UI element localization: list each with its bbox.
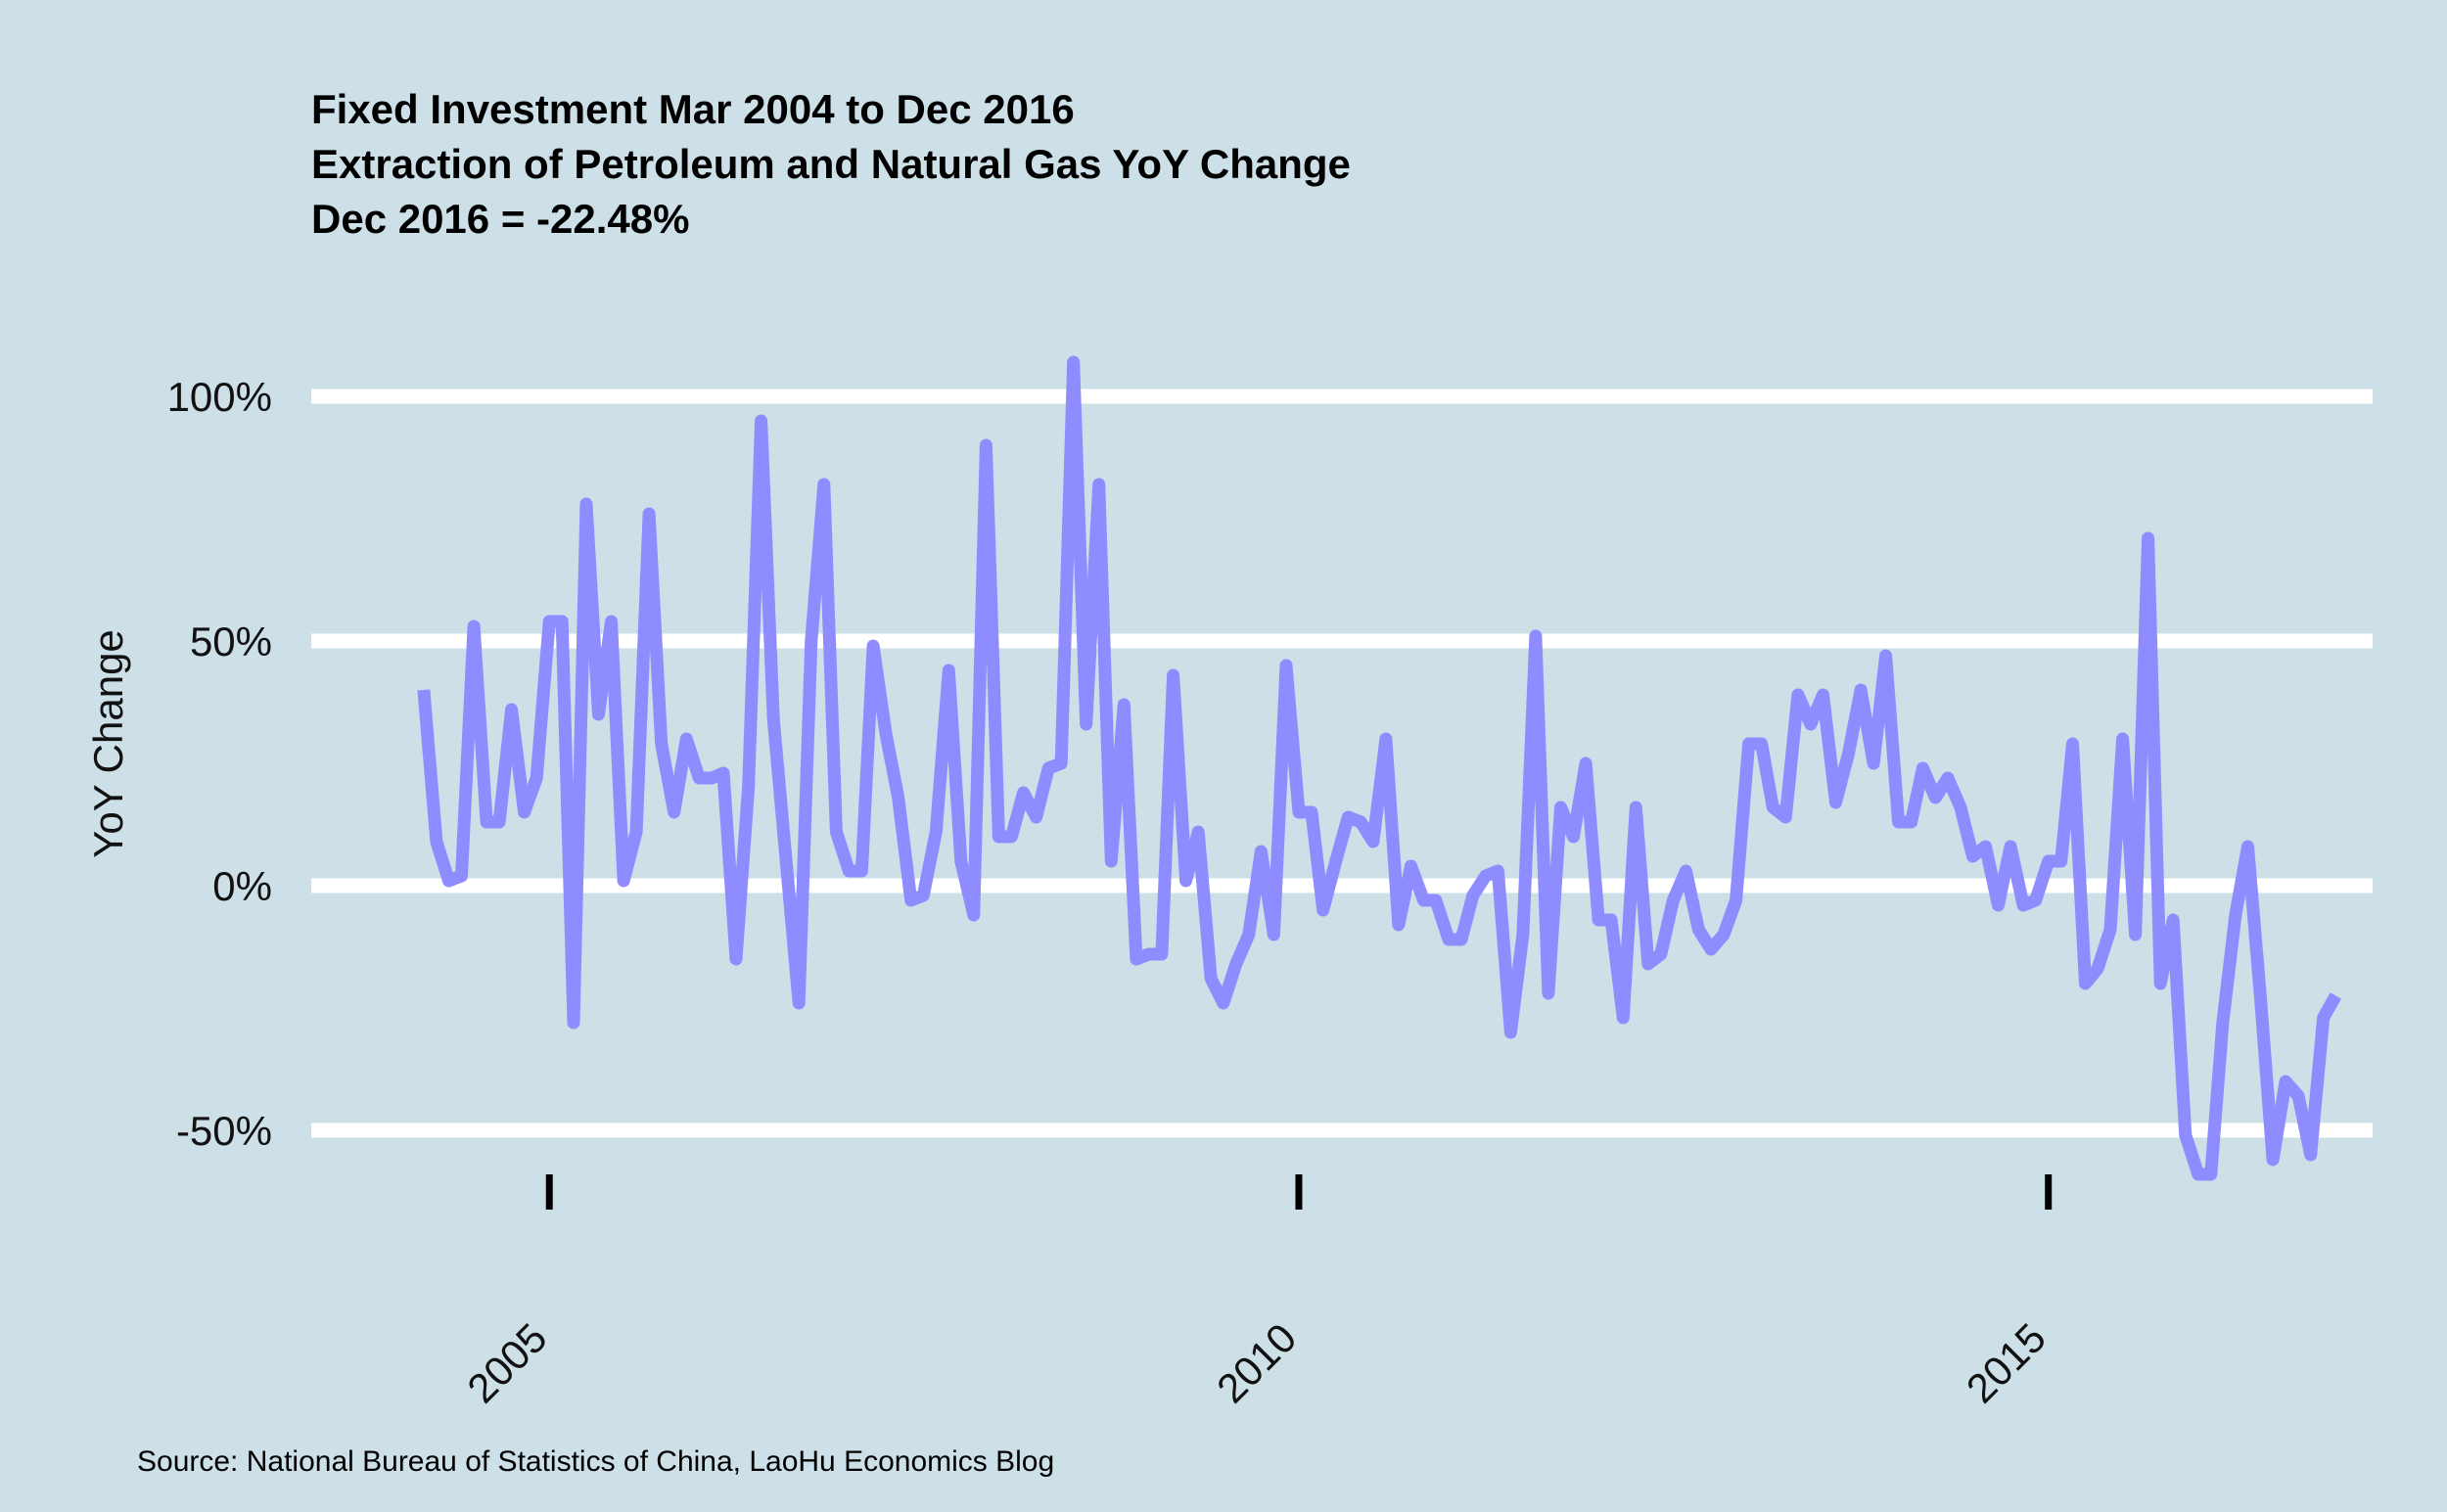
y-tick-labels: 100% 50% 0% -50% bbox=[167, 374, 272, 1154]
series-group bbox=[417, 355, 2341, 1181]
y-tick-label: 50% bbox=[190, 619, 272, 664]
y-tick-label: 100% bbox=[167, 374, 272, 420]
chart-title-line-3: Dec 2016 = -22.48% bbox=[311, 196, 689, 242]
y-tick-label: 0% bbox=[212, 863, 272, 909]
chart-title-line-1: Fixed Investment Mar 2004 to Dec 2016 bbox=[311, 86, 1075, 132]
y-axis-title: YoY Change bbox=[85, 629, 131, 858]
y-tick-label: -50% bbox=[176, 1108, 272, 1154]
chart-title-line-2: Extraction of Petroleum and Natural Gas … bbox=[311, 141, 1351, 187]
series-line bbox=[417, 355, 2341, 1181]
source-note: Source: National Bureau of Statistics of… bbox=[137, 1445, 1054, 1478]
